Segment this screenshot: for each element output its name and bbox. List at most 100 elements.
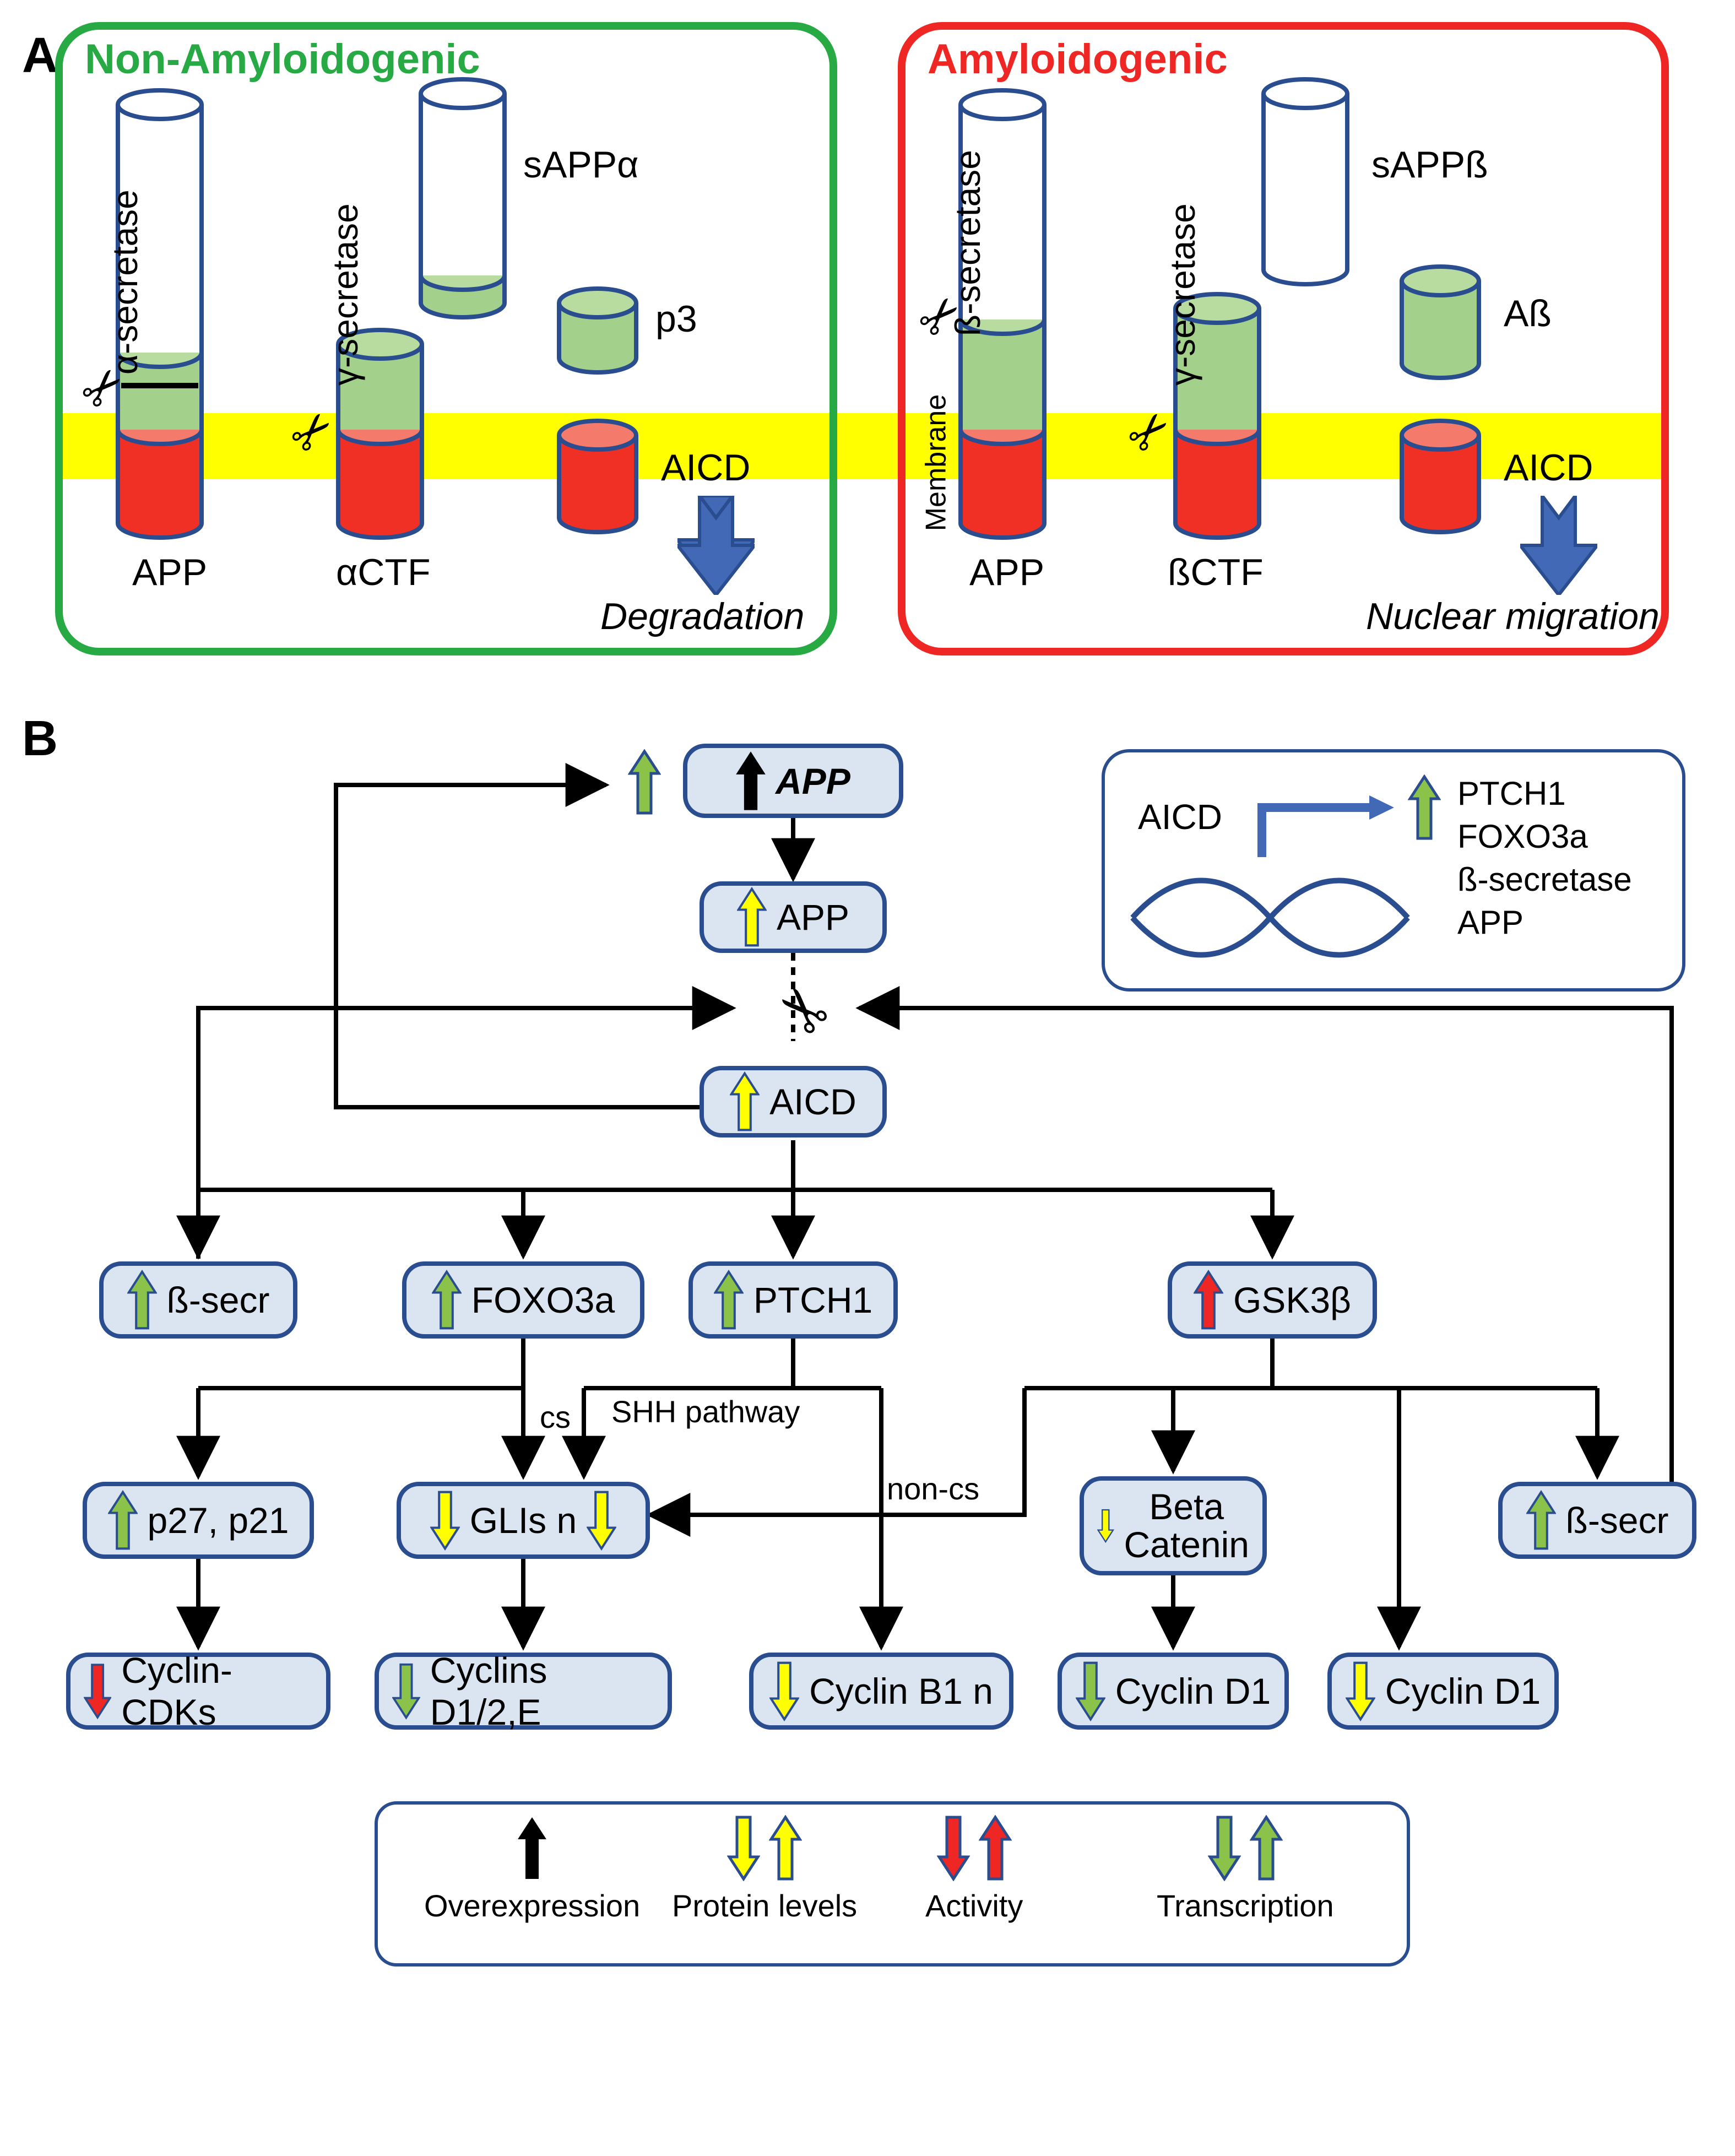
app-label-left: APP xyxy=(132,551,207,594)
aicd-cylinder-left xyxy=(556,419,639,534)
node-cyclins-d12e-label: Cyclins D1/2,E xyxy=(430,1649,654,1733)
node-app-gene-label: APP xyxy=(776,760,850,802)
node-aicd: AICD xyxy=(700,1066,887,1137)
node-bcat-line2: Catenin xyxy=(1124,1526,1250,1564)
green-arrow-app-gene-icon xyxy=(628,749,661,815)
node-beta-catenin: Beta Catenin xyxy=(1080,1476,1267,1575)
node-app-protein-label: APP xyxy=(777,896,849,938)
node-cyclin-b1n-label: Cyclin B1 n xyxy=(809,1670,993,1712)
node-bsecr-left-label: ß-secr xyxy=(167,1279,270,1321)
gamma-secretase-label-right: γ-secretase xyxy=(1162,203,1203,386)
node-cyclin-cdks-label: Cyclin-CDKs xyxy=(121,1649,313,1733)
inset-green-arrow-icon xyxy=(1408,774,1441,841)
gamma-secretase-label-left: γ-secretase xyxy=(325,203,366,386)
legend-yellow-down-icon xyxy=(727,1815,760,1881)
panel-b: ✂ APP APP AICD ß-secr FOXO3a PTCH1 xyxy=(22,733,1713,2137)
arrow-red-down-cdks-icon xyxy=(84,1661,111,1721)
legend-activity: Activity xyxy=(925,1815,1023,1924)
aicd-label-left: AICD xyxy=(661,446,750,489)
arrow-black-up-icon xyxy=(736,751,766,811)
abeta-cylinder xyxy=(1399,264,1482,380)
legend-transcription: Transcription xyxy=(1157,1815,1334,1924)
node-app-gene: APP xyxy=(683,744,903,818)
p3-cylinder xyxy=(556,286,639,375)
cs-label: cs xyxy=(540,1399,571,1435)
arrow-green-up-ptch1-icon xyxy=(714,1270,744,1330)
node-ptch1-label: PTCH1 xyxy=(753,1279,872,1321)
app-label-right: APP xyxy=(969,551,1044,594)
inset-item-1: FOXO3a xyxy=(1457,817,1588,855)
panel-a: Non-Amyloidogenic Amyloidogenic Membrane xyxy=(55,22,1680,683)
scissors-panel-b-icon: ✂ xyxy=(763,972,842,1050)
p3-label: p3 xyxy=(655,297,697,340)
node-cyclin-d1-b-label: Cyclin D1 xyxy=(1385,1670,1541,1712)
arrow-green-up-bsecr2-icon xyxy=(1526,1490,1556,1551)
panel-a-label: A xyxy=(22,28,58,84)
arrow-red-up-gsk3b-icon xyxy=(1194,1270,1223,1330)
legend-green-down-icon xyxy=(1208,1815,1241,1881)
aicd-label-right: AICD xyxy=(1504,446,1593,489)
abeta-label: Aß xyxy=(1504,292,1552,335)
node-p27p21-label: p27, p21 xyxy=(148,1499,289,1541)
node-bsecr-right: ß-secr xyxy=(1498,1482,1696,1559)
non-amyloidogenic-title: Non-Amyloidogenic xyxy=(85,35,480,83)
node-foxo3a-label: FOXO3a xyxy=(471,1279,615,1321)
node-foxo3a: FOXO3a xyxy=(402,1261,644,1339)
arrow-green-down-d1a-icon xyxy=(1076,1661,1105,1721)
inset-item-2: ß-secretase xyxy=(1457,860,1632,898)
nuclear-migration-label: Nuclear migration xyxy=(1366,595,1660,638)
arrow-yellow-down-bcat-icon xyxy=(1097,1496,1114,1556)
node-gsk3b: GSK3β xyxy=(1168,1261,1377,1339)
inset-item-0: PTCH1 xyxy=(1457,774,1566,812)
arrow-yellow-up-icon xyxy=(737,887,767,947)
shh-label: SHH pathway xyxy=(611,1394,800,1429)
figure-root: A Non-Amyloidogenic Amyloidogenic Membra… xyxy=(0,0,1735,2156)
legend-black-arrow-icon xyxy=(516,1815,549,1881)
sappbeta-label: sAPPß xyxy=(1371,143,1488,186)
inset-item-3: APP xyxy=(1457,903,1523,941)
legend-green-up-icon xyxy=(1250,1815,1283,1881)
node-gsk3b-label: GSK3β xyxy=(1233,1279,1351,1321)
legend-protein-levels: Protein levels xyxy=(672,1815,857,1924)
node-p27p21: p27, p21 xyxy=(83,1482,314,1559)
nuclear-migration-arrow-icon xyxy=(1520,496,1597,595)
node-bsecr-left: ß-secr xyxy=(99,1261,297,1339)
aicd-cylinder-right xyxy=(1399,419,1482,534)
arrow-yellow-down-glis1-icon xyxy=(430,1490,460,1551)
node-cyclin-cdks: Cyclin-CDKs xyxy=(66,1653,330,1730)
node-cyclin-d1-a-label: Cyclin D1 xyxy=(1115,1670,1271,1712)
arrow-green-up-p27-icon xyxy=(108,1490,138,1551)
degradation-label: Degradation xyxy=(600,595,804,638)
transcription-inset: AICD PTCH1 FOXO3a ß-secretase APP xyxy=(1102,749,1685,992)
betactf-label: ßCTF xyxy=(1168,551,1264,594)
arrow-yellow-down-d1b-icon xyxy=(1346,1661,1375,1721)
sappalpha-cylinder xyxy=(419,77,507,319)
legend-protein-levels-label: Protein levels xyxy=(672,1888,857,1924)
arrow-green-up-bsecr-icon xyxy=(127,1270,157,1330)
node-bcat-line1: Beta xyxy=(1149,1488,1224,1526)
legend-red-down-icon xyxy=(937,1815,970,1881)
node-cyclins-d12e: Cyclins D1/2,E xyxy=(375,1653,672,1730)
alphactf-label: αCTF xyxy=(336,551,431,594)
inset-aicd-label: AICD xyxy=(1138,797,1222,837)
legend-red-up-icon xyxy=(979,1815,1012,1881)
arrow-yellow-up-aicd-icon xyxy=(730,1071,760,1132)
alpha-secretase-label: α-secretase xyxy=(105,189,145,375)
node-cyclin-b1n: Cyclin B1 n xyxy=(749,1653,1013,1730)
arrow-green-up-foxo-icon xyxy=(432,1270,462,1330)
node-ptch1: PTCH1 xyxy=(688,1261,898,1339)
node-bsecr-right-label: ß-secr xyxy=(1566,1499,1669,1541)
dna-helix-icon xyxy=(1127,863,1441,973)
legend-overexpression-label: Overexpression xyxy=(424,1888,640,1924)
arrow-yellow-down-b1n-icon xyxy=(769,1661,799,1721)
node-aicd-label: AICD xyxy=(769,1081,856,1123)
degradation-arrow-icon xyxy=(677,496,755,595)
node-app-protein: APP xyxy=(700,881,887,953)
membrane-label: Membrane xyxy=(919,394,952,532)
legend-activity-label: Activity xyxy=(925,1888,1023,1924)
arrow-yellow-down-glis2-icon xyxy=(587,1490,616,1551)
legend-overexpression: Overexpression xyxy=(424,1815,640,1924)
amyloidogenic-title: Amyloidogenic xyxy=(928,35,1228,83)
sappbeta-cylinder xyxy=(1261,77,1349,286)
node-cyclin-d1-b: Cyclin D1 xyxy=(1327,1653,1559,1730)
